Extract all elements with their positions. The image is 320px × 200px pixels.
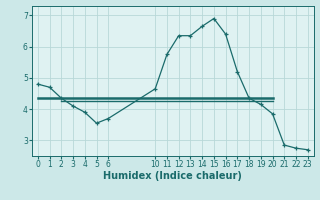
X-axis label: Humidex (Indice chaleur): Humidex (Indice chaleur) xyxy=(103,171,242,181)
